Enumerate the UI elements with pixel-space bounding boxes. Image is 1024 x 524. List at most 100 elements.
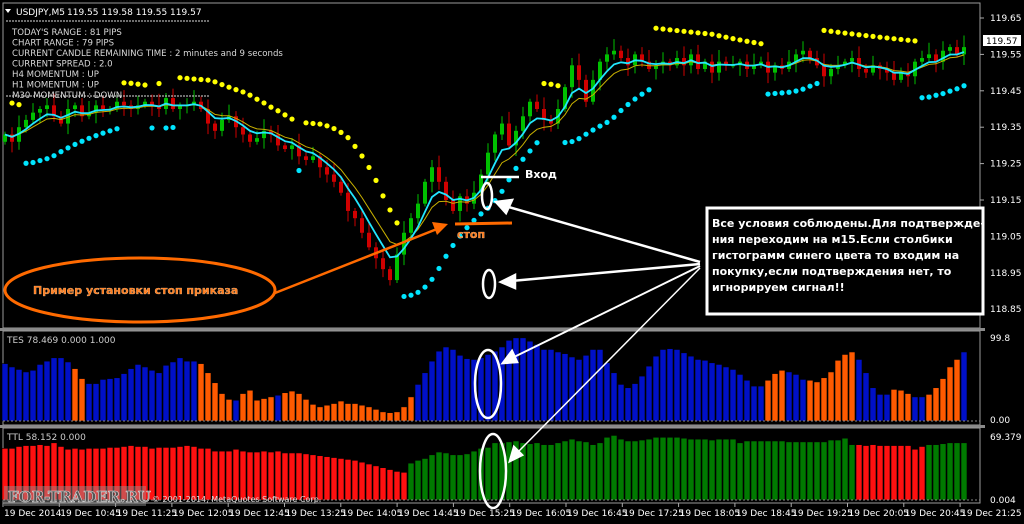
hist-tes-bar — [694, 359, 702, 422]
hist-tes-bar — [757, 385, 765, 422]
sar-dot — [506, 177, 512, 183]
hist-ttl-bar — [568, 438, 576, 501]
hist-tes-bar — [925, 394, 933, 422]
hist-ttl-bar — [652, 436, 660, 501]
hist-ttl-bar — [386, 469, 394, 501]
hist-ttl-bar — [470, 450, 478, 501]
sar-dot — [170, 124, 176, 131]
sar-dot — [100, 130, 106, 136]
candle-body — [31, 112, 35, 120]
hist-ttl-bar — [435, 451, 443, 501]
hist-tes-bar — [484, 354, 492, 422]
hist-ttl-bar — [106, 447, 114, 501]
sar-dot — [233, 87, 239, 93]
hist-tes-bar — [946, 366, 954, 422]
sar-dot — [618, 107, 624, 114]
hist-tes-bar — [162, 364, 170, 422]
sar-dot — [471, 217, 477, 223]
tes-max-label: 99.8 — [990, 334, 1010, 344]
hist-ttl-bar — [302, 453, 310, 501]
price-tick-label: 119.25 — [990, 160, 1022, 170]
hist-tes-bar — [953, 359, 961, 422]
candle-body — [850, 58, 854, 62]
pointer-arrow — [510, 262, 701, 283]
sar-dot — [905, 37, 911, 43]
hist-ttl-bar — [169, 447, 177, 501]
note-line: ния переходим на м15.Если столбики — [712, 233, 953, 246]
sar-dot — [688, 29, 694, 35]
sar-dot — [653, 25, 659, 31]
sar-dot — [79, 138, 85, 144]
hist-tes-bar — [729, 369, 737, 422]
time-tick-label: 19 Dec 14:05 — [342, 509, 403, 519]
candle-body — [360, 218, 364, 233]
candle-body — [388, 269, 392, 281]
hist-ttl-bar — [778, 440, 786, 501]
hist-tes-bar — [106, 378, 114, 422]
sar-dot — [758, 41, 764, 47]
hist-ttl-bar — [645, 438, 653, 501]
candle-body — [381, 258, 385, 270]
hist-ttl-bar — [491, 442, 499, 501]
candle-body — [801, 50, 805, 55]
candle-body — [528, 101, 532, 117]
arrow-head-icon — [500, 348, 519, 365]
sar-dot — [940, 90, 946, 97]
hist-ttl-bar — [288, 452, 296, 501]
sar-dot — [849, 31, 855, 37]
hist-tes-bar — [554, 351, 562, 422]
current-price-marker — [983, 35, 1021, 46]
sar-dot — [674, 27, 680, 34]
hist-tes-bar — [897, 389, 905, 422]
sar-dot — [765, 91, 771, 97]
hist-tes-bar — [8, 366, 16, 422]
hist-ttl-bar — [456, 454, 464, 501]
info-todays-range: TODAY'S RANGE : 81 PIPS — [11, 28, 122, 38]
hist-ttl-bar — [764, 440, 772, 501]
panel-splitter[interactable] — [0, 328, 985, 331]
current-price-label: 119.57 — [986, 37, 1018, 47]
panel-splitter[interactable] — [0, 425, 985, 428]
note-line: покупку,если подтверждения нет, то — [712, 265, 952, 278]
hist-tes-bar — [442, 346, 450, 422]
candle-body — [871, 65, 875, 73]
hist-ttl-bar — [421, 458, 429, 501]
candle-body — [3, 134, 7, 142]
sar-dot — [884, 35, 890, 41]
candle-body — [941, 50, 945, 62]
sar-dot — [597, 123, 603, 129]
entry-label: Вход — [525, 168, 557, 181]
sar-dot — [408, 292, 414, 298]
sar-dot — [387, 207, 393, 213]
candle-body — [122, 101, 126, 106]
price-tick-label: 119.35 — [990, 123, 1022, 133]
entry-candle-ellipse — [480, 181, 494, 211]
hist-tes-bar — [596, 349, 604, 422]
hist-tes-bar — [568, 356, 576, 422]
triangle-down-icon[interactable] — [5, 9, 11, 13]
sar-dot — [44, 156, 50, 162]
time-tick-label: 19 Dec 2014 — [4, 509, 62, 519]
sar-dot — [702, 30, 708, 37]
hist-tes-bar — [764, 379, 772, 422]
hist-ttl-bar — [813, 441, 821, 501]
hist-ttl-bar — [561, 440, 569, 501]
hist-ttl-bar — [379, 467, 387, 501]
candle-body — [563, 87, 567, 109]
sar-dot — [9, 100, 15, 106]
candle-body — [423, 181, 427, 204]
hist-tes-bar — [36, 364, 44, 422]
note-line: игнорируем сигнал!! — [712, 281, 845, 294]
hist-ttl-bar — [666, 436, 674, 501]
candle-body — [808, 50, 812, 59]
candle-body — [150, 101, 154, 106]
sar-dot — [177, 75, 183, 81]
hist-tes-bar — [876, 394, 884, 422]
hist-tes-bar — [799, 379, 807, 422]
sar-dot — [142, 82, 148, 88]
hist-ttl-bar — [162, 447, 170, 501]
candle-body — [213, 123, 217, 131]
candle-body — [857, 58, 861, 69]
parabolic-sar — [9, 25, 967, 300]
